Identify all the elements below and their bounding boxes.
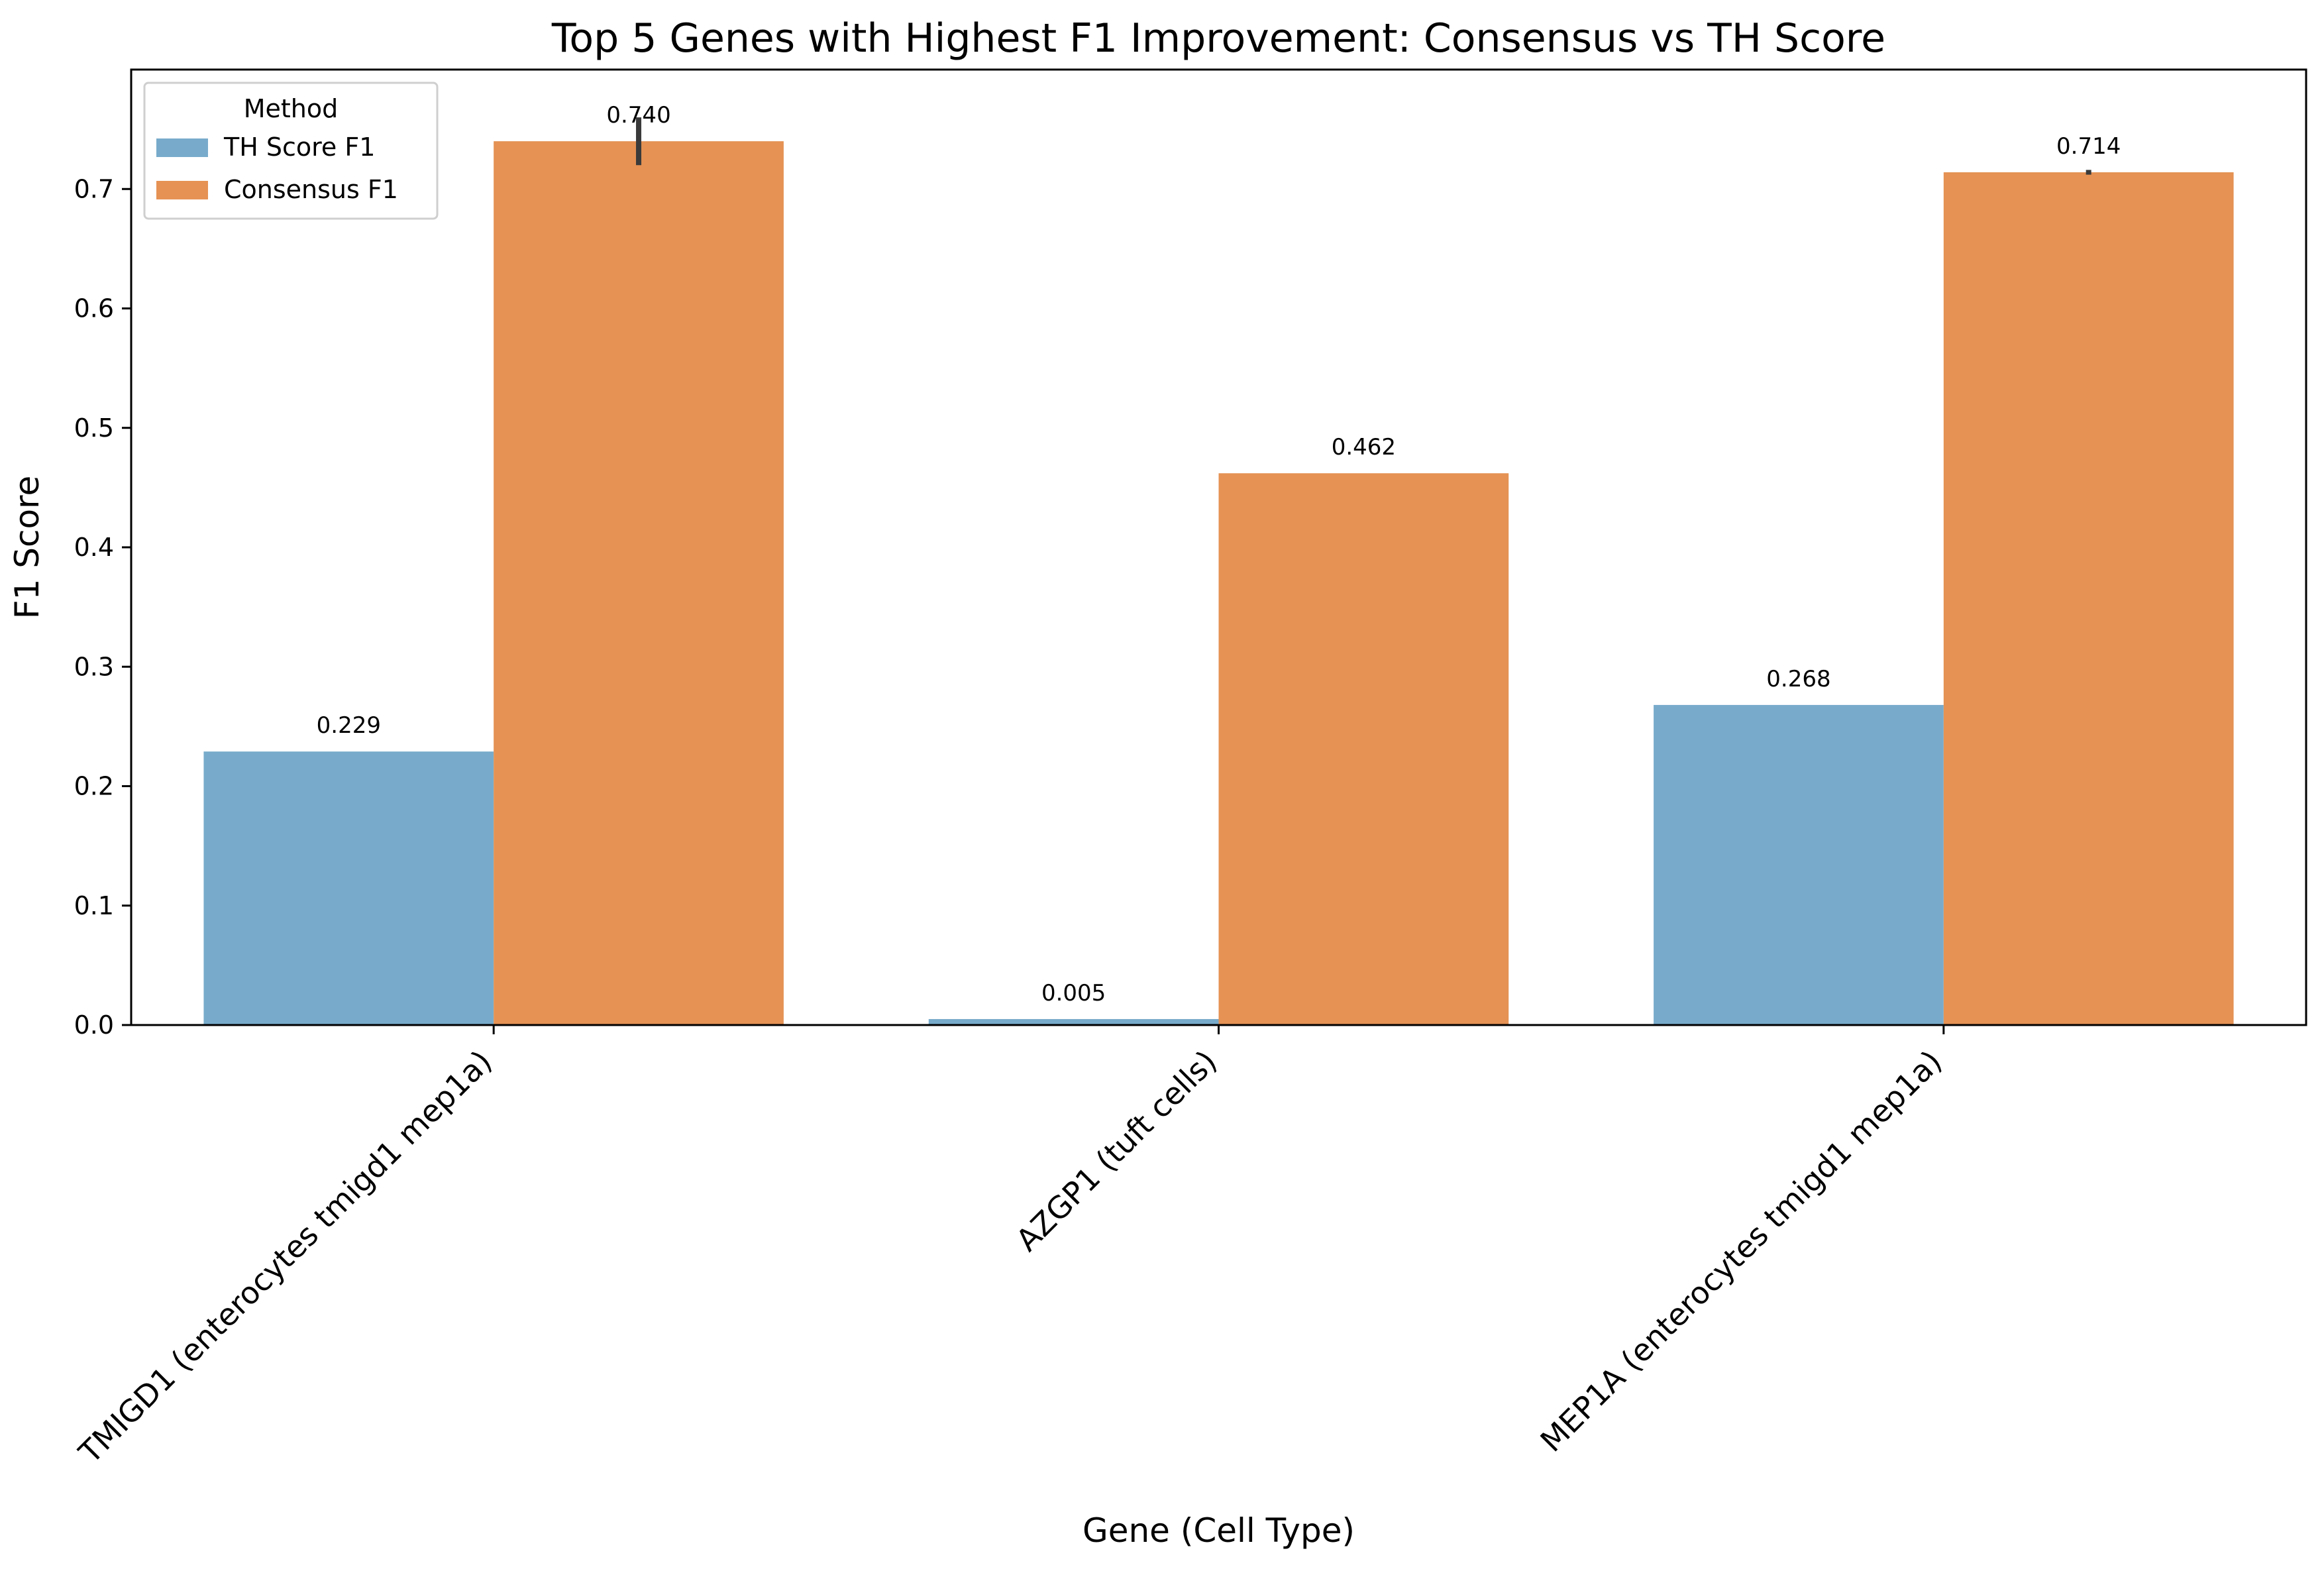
bar-consensus-1 <box>494 141 784 1025</box>
data-label-th-score-3: 0.268 <box>1766 666 1830 692</box>
error-bars-layer <box>636 117 2091 175</box>
bar-consensus-2 <box>1218 473 1509 1025</box>
legend-swatch-consensus <box>156 181 208 199</box>
chart-title: Top 5 Genes with Highest F1 Improvement:… <box>551 15 1885 62</box>
y-axis-ticks: 0.0 0.1 0.2 0.3 0.4 0.5 0.6 0.7 <box>74 174 131 1040</box>
y-tick-label: 0.4 <box>74 533 114 562</box>
data-label-th-score-2: 0.005 <box>1041 980 1106 1006</box>
bar-consensus-3 <box>1943 172 2234 1025</box>
y-tick-label: 0.1 <box>74 891 114 920</box>
y-tick-label: 0.5 <box>74 413 114 443</box>
data-label-consensus-2: 0.462 <box>1332 434 1396 460</box>
legend-swatch-th-score <box>156 138 208 157</box>
legend: Method TH Score F1 Consensus F1 <box>143 81 439 220</box>
bar-th-score-1 <box>203 751 494 1025</box>
legend-label-consensus: Consensus F1 <box>224 175 398 204</box>
y-tick-label: 0.2 <box>74 772 114 801</box>
y-axis-label: F1 Score <box>8 476 46 620</box>
x-category-label: TMIGD1 (enterocytes tmigd1 mep1a) <box>72 1044 499 1471</box>
bars-layer <box>203 141 2234 1025</box>
bar-th-score-3 <box>1654 704 1944 1025</box>
data-label-th-score-1: 0.229 <box>317 712 381 739</box>
x-category-label: MEP1A (enterocytes tmigd1 mep1a) <box>1534 1044 1949 1459</box>
data-label-consensus-3: 0.714 <box>2056 133 2121 160</box>
y-tick-label: 0.7 <box>74 174 114 203</box>
legend-title: Method <box>244 94 339 123</box>
y-tick-label: 0.3 <box>74 652 114 681</box>
y-tick-label: 0.0 <box>74 1010 114 1040</box>
x-category-label: AZGP1 (tuft cells) <box>1009 1044 1224 1258</box>
legend-label-th-score: TH Score F1 <box>223 133 375 162</box>
x-axis-label: Gene (Cell Type) <box>1083 1511 1355 1550</box>
bar-th-score-2 <box>928 1018 1219 1025</box>
y-tick-label: 0.6 <box>74 294 114 323</box>
x-axis-ticks: TMIGD1 (enterocytes tmigd1 mep1a) AZGP1 (… <box>72 1025 1949 1471</box>
legend-box <box>143 81 439 220</box>
